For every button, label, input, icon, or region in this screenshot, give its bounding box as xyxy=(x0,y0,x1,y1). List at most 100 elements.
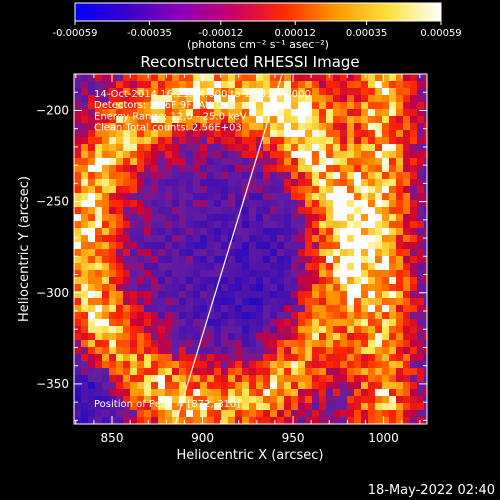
heatmap-cell xyxy=(130,158,138,166)
heatmap-cell xyxy=(235,347,243,355)
heatmap-cell xyxy=(417,284,425,292)
heatmap-cell xyxy=(228,291,236,299)
heatmap-cell xyxy=(144,389,152,397)
heatmap-cell xyxy=(326,291,334,299)
heatmap-cell xyxy=(186,305,194,313)
heatmap-cell xyxy=(298,256,306,264)
heatmap-cell xyxy=(242,382,250,390)
heatmap-cell xyxy=(249,214,257,222)
heatmap-cell xyxy=(263,284,271,292)
heatmap-cell xyxy=(319,312,327,320)
heatmap-cell xyxy=(200,81,208,89)
heatmap-cell xyxy=(151,88,159,96)
heatmap-cell xyxy=(333,382,341,390)
heatmap-cell xyxy=(347,221,355,229)
heatmap-cell xyxy=(242,242,250,250)
heatmap-cell xyxy=(340,144,348,152)
heatmap-cell xyxy=(165,375,173,383)
heatmap-cell xyxy=(277,277,285,285)
heatmap-cell xyxy=(102,319,110,327)
heatmap-cell xyxy=(319,151,327,159)
heatmap-cell xyxy=(95,249,103,257)
heatmap-cell xyxy=(340,214,348,222)
heatmap-cell xyxy=(410,116,418,124)
heatmap-cell xyxy=(403,270,411,278)
heatmap-cell xyxy=(291,228,299,236)
heatmap-cell xyxy=(354,207,362,215)
heatmap-cell xyxy=(361,228,369,236)
heatmap-cell xyxy=(368,417,376,424)
heatmap-cell xyxy=(312,165,320,173)
heatmap-cell xyxy=(123,186,131,194)
annotation-block: 14-Oct-2014 16:25:44.000 to 16:31:44.000… xyxy=(94,89,311,134)
heatmap-cell xyxy=(88,326,96,334)
heatmap-cell xyxy=(333,179,341,187)
heatmap-cell xyxy=(228,116,236,124)
heatmap-cell xyxy=(368,109,376,117)
heatmap-cell xyxy=(214,109,222,117)
heatmap-cell xyxy=(130,319,138,327)
solar-limb-line xyxy=(174,74,283,424)
heatmap-cell xyxy=(410,88,418,96)
heatmap-cell xyxy=(340,382,348,390)
heatmap-cell xyxy=(179,74,187,82)
heatmap-cell xyxy=(235,116,243,124)
heatmap-cell xyxy=(74,319,82,327)
heatmap-cell xyxy=(312,214,320,222)
heatmap-cell xyxy=(88,403,96,411)
heatmap-cell xyxy=(284,172,292,180)
heatmap-cell xyxy=(235,179,243,187)
heatmap-cell xyxy=(158,165,166,173)
heatmap-cell xyxy=(396,417,404,424)
heatmap-cell xyxy=(144,347,152,355)
heatmap-cell xyxy=(354,312,362,320)
heatmap-cell xyxy=(116,74,124,82)
heatmap-cell xyxy=(130,151,138,159)
heatmap-cell xyxy=(221,375,229,383)
heatmap-cell xyxy=(298,242,306,250)
heatmap-cell xyxy=(179,382,187,390)
heatmap-cell xyxy=(284,319,292,327)
heatmap-cell xyxy=(74,95,82,103)
heatmap-cell xyxy=(333,270,341,278)
heatmap-cell xyxy=(382,340,390,348)
heatmap-cell xyxy=(242,305,250,313)
heatmap-cell xyxy=(95,158,103,166)
heatmap-cell xyxy=(193,221,201,229)
heatmap-cell xyxy=(417,396,425,404)
heatmap-cell xyxy=(326,256,334,264)
heatmap-cell xyxy=(158,137,166,145)
heatmap-cell xyxy=(235,130,243,138)
heatmap-cell xyxy=(88,123,96,131)
heatmap-cell xyxy=(235,263,243,271)
heatmap-cell xyxy=(116,214,124,222)
heatmap-cell xyxy=(186,207,194,215)
heatmap-cell xyxy=(291,81,299,89)
heatmap-cell xyxy=(165,403,173,411)
heatmap-cell xyxy=(382,382,390,390)
heatmap-cell xyxy=(242,116,250,124)
heatmap-cell xyxy=(305,305,313,313)
heatmap-cell xyxy=(186,151,194,159)
heatmap-cell xyxy=(137,333,145,341)
heatmap-cell xyxy=(228,214,236,222)
heatmap-cell xyxy=(74,340,82,348)
heatmap-cell xyxy=(291,151,299,159)
heatmap-cell xyxy=(389,256,397,264)
heatmap-cell xyxy=(81,88,89,96)
heatmap-cell xyxy=(284,347,292,355)
heatmap-cell xyxy=(130,102,138,110)
heatmap-cell xyxy=(361,74,369,82)
heatmap-cell xyxy=(165,270,173,278)
heatmap-cell xyxy=(312,137,320,145)
heatmap-cell xyxy=(326,410,334,418)
heatmap-cell xyxy=(179,375,187,383)
limb-line xyxy=(174,74,283,424)
heatmap-cell xyxy=(389,102,397,110)
heatmap-cell xyxy=(361,221,369,229)
heatmap-cell xyxy=(389,207,397,215)
heatmap-cell xyxy=(102,382,110,390)
heatmap-cell xyxy=(396,319,404,327)
heatmap-cell xyxy=(249,291,257,299)
heatmap-cell xyxy=(403,277,411,285)
